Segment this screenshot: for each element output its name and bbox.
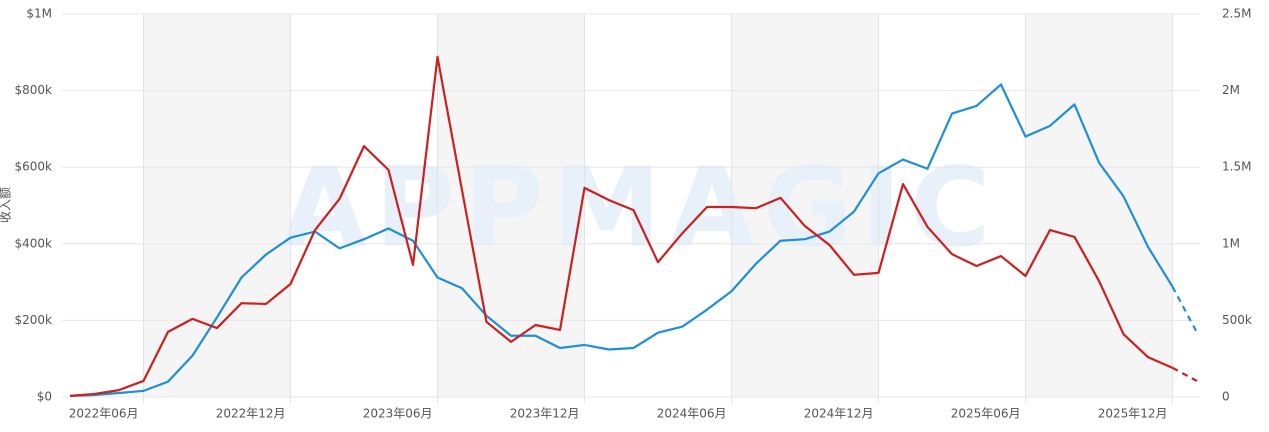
line-series-projection bbox=[1171, 366, 1198, 382]
x-tick-label: 2025年06月 bbox=[951, 407, 1021, 421]
y2-tick-label: 2.5M bbox=[1222, 7, 1251, 21]
y2-tick-label: 500k bbox=[1222, 313, 1252, 327]
y-tick-label: $0 bbox=[37, 390, 52, 404]
y-tick-label: $400k bbox=[15, 236, 53, 250]
y-axis-label: 收入额 bbox=[0, 187, 13, 223]
line-series-projection bbox=[1171, 286, 1198, 334]
watermark: APPMAGIC bbox=[282, 143, 999, 271]
y2-tick-label: 2M bbox=[1222, 83, 1240, 97]
x-tick-label: 2023年12月 bbox=[510, 407, 580, 421]
shaded-band bbox=[437, 14, 585, 397]
shaded-band bbox=[731, 14, 879, 397]
x-tick-label: 2023年06月 bbox=[363, 407, 433, 421]
y2-tick-label: 0 bbox=[1222, 390, 1230, 404]
y2-tick-label: 1.5M bbox=[1222, 160, 1251, 174]
shaded-band bbox=[1025, 14, 1173, 397]
y-tick-label: $600k bbox=[15, 160, 53, 174]
x-tick-label: 2022年06月 bbox=[69, 407, 139, 421]
y-tick-label: $800k bbox=[15, 83, 53, 97]
y2-tick-label: 1M bbox=[1222, 236, 1240, 250]
x-tick-label: 2022年12月 bbox=[216, 407, 286, 421]
line-series bbox=[69, 55, 1173, 397]
line-series bbox=[69, 83, 1174, 398]
x-tick-label: 2025年12月 bbox=[1098, 407, 1168, 421]
x-tick-label: 2024年06月 bbox=[657, 407, 727, 421]
x-tick-label: 2024年12月 bbox=[804, 407, 874, 421]
y-tick-label: $1M bbox=[26, 7, 52, 21]
y-tick-label: $200k bbox=[15, 313, 53, 327]
shaded-band bbox=[143, 14, 291, 397]
